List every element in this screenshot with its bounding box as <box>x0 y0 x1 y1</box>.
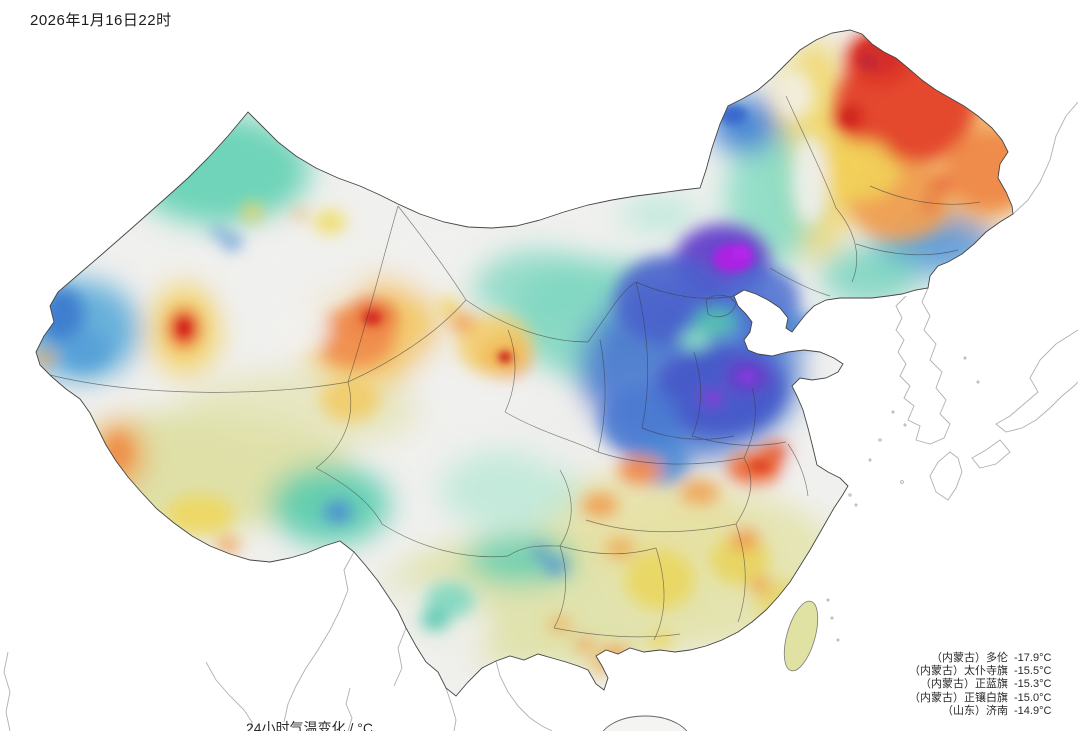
station-name: （内蒙古）正蓝旗 <box>920 678 1008 691</box>
station-name: （山东）济南 <box>942 704 1008 717</box>
station-row: （内蒙古）正镶白旗 -15.0°C <box>909 692 1058 705</box>
datetime-label: 2026年1月16日22时 <box>30 12 172 29</box>
station-name: （内蒙古）太仆寺旗 <box>909 665 1008 678</box>
station-ranking-list: （内蒙古）多伦 -17.9°C （内蒙古）太仆寺旗 -15.5°C （内蒙古）正… <box>909 652 1058 718</box>
station-temp: -17.9°C <box>1014 652 1052 664</box>
station-temp: -15.0°C <box>1014 691 1052 704</box>
china-border <box>35 29 1014 697</box>
station-temp: -15.5°C <box>1014 665 1052 678</box>
station-name: （内蒙古）正镶白旗 <box>909 691 1008 704</box>
hainan-island <box>602 715 688 731</box>
station-row: （内蒙古）太仆寺旗 -15.5°C <box>909 665 1058 678</box>
station-temp: -14.9°C <box>1014 704 1052 717</box>
coastlines <box>3 101 1078 731</box>
station-row: （内蒙古）多伦 -17.9°C <box>909 652 1058 665</box>
station-row: （内蒙古）正蓝旗 -15.3°C <box>909 678 1058 691</box>
province-borders <box>45 95 981 641</box>
station-temp: -15.3°C <box>1014 678 1052 691</box>
taiwan-island <box>783 600 819 672</box>
map-caption: 24小时气温变化 / °C <box>246 720 373 731</box>
station-name: （内蒙古）多伦 <box>931 652 1008 664</box>
station-row: （山东）济南 -14.9°C <box>909 705 1058 718</box>
